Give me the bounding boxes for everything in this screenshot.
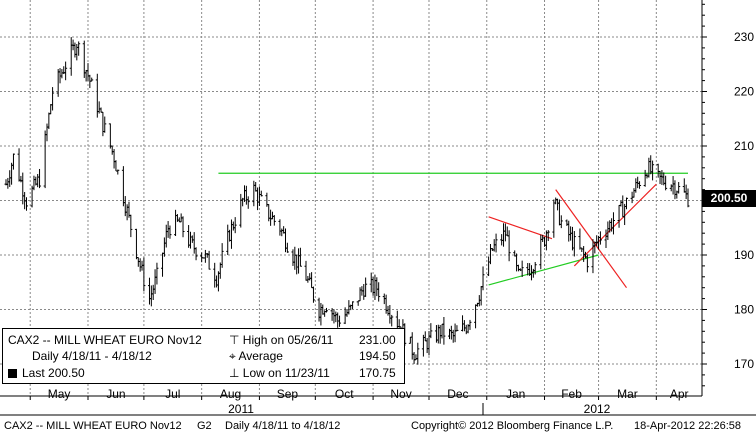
y-tick-label: 190 xyxy=(734,248,754,262)
y-tick-label: 220 xyxy=(734,85,754,99)
x-tick-label: Mar xyxy=(617,387,638,401)
x-tick-label: Dec xyxy=(447,387,468,401)
footer-timestamp: 18-Apr-2012 22:26:58 xyxy=(634,420,742,432)
legend-high-value: 231.00 xyxy=(359,333,396,347)
x-tick-label: Sep xyxy=(277,387,299,401)
x-tick-label: Apr xyxy=(670,387,689,401)
footer-range: Daily 4/18/11 to 4/18/12 xyxy=(225,420,341,432)
legend: CAX2 -- MILL WHEAT EURO Nov12 Daily 4/18… xyxy=(2,328,405,384)
legend-low-value: 170.75 xyxy=(359,366,396,380)
x-tick-label: Oct xyxy=(335,387,354,401)
footer-gcode: G2 xyxy=(197,420,212,432)
legend-last-value: 200.50 xyxy=(48,366,85,380)
y-tick-label: 180 xyxy=(734,303,754,317)
y-tick-label: 230 xyxy=(734,30,754,44)
legend-high: ⊤ High on 05/26/11 xyxy=(229,333,333,347)
x-tick-label: May xyxy=(48,387,71,401)
x-axis: May Jun Jul Aug Sep Oct Nov Dec Jan Feb Mar Apr 2011… xyxy=(29,387,689,416)
y-tick-label: 210 xyxy=(734,139,754,153)
legend-last-label: Last xyxy=(22,366,45,380)
trendline xyxy=(555,189,627,289)
legend-average: ⌖ Average xyxy=(229,349,283,364)
last-swatch-icon xyxy=(8,369,17,378)
footer-ticker: CAX2 -- MILL WHEAT EURO Nov12 xyxy=(4,420,182,432)
legend-low-label: Low on 11/23/11 xyxy=(242,366,330,380)
trendlines xyxy=(218,172,688,289)
last-price-tag: 200.50 xyxy=(702,190,756,207)
trendline xyxy=(573,183,657,267)
footer: CAX2 -- MILL WHEAT EURO Nov12 G2 Daily 4… xyxy=(0,416,756,436)
x-tick-label: Feb xyxy=(561,387,582,401)
trendline xyxy=(488,216,553,240)
x-tick-label: Aug xyxy=(220,387,241,401)
x-year-label: 2011 xyxy=(228,402,254,416)
legend-average-value: 194.50 xyxy=(359,349,396,363)
legend-ticker: CAX2 -- MILL WHEAT EURO Nov12 xyxy=(8,333,202,347)
price-bars xyxy=(4,37,690,365)
legend-period: Daily 4/18/11 - 4/18/12 xyxy=(32,349,152,363)
average-marker-icon: ⌖ xyxy=(229,349,236,363)
x-tick-label: Jul xyxy=(165,387,180,401)
legend-last: Last 200.50 xyxy=(8,366,85,380)
high-bar-icon: ⊤ xyxy=(229,333,240,347)
x-year-label: 2012 xyxy=(584,402,611,416)
legend-low: ⊥ Low on 11/23/11 xyxy=(229,366,330,380)
low-bar-icon: ⊥ xyxy=(229,366,240,380)
x-tick-label: Nov xyxy=(390,387,411,401)
x-tick-label: Jun xyxy=(106,387,125,401)
legend-high-label: High on 05/26/11 xyxy=(242,333,334,347)
legend-average-label: Average xyxy=(238,349,283,363)
y-tick-label: 170 xyxy=(734,357,754,371)
footer-copyright: Copyright© 2012 Bloomberg Finance L.P. xyxy=(411,420,614,432)
x-tick-label: Jan xyxy=(506,387,525,401)
